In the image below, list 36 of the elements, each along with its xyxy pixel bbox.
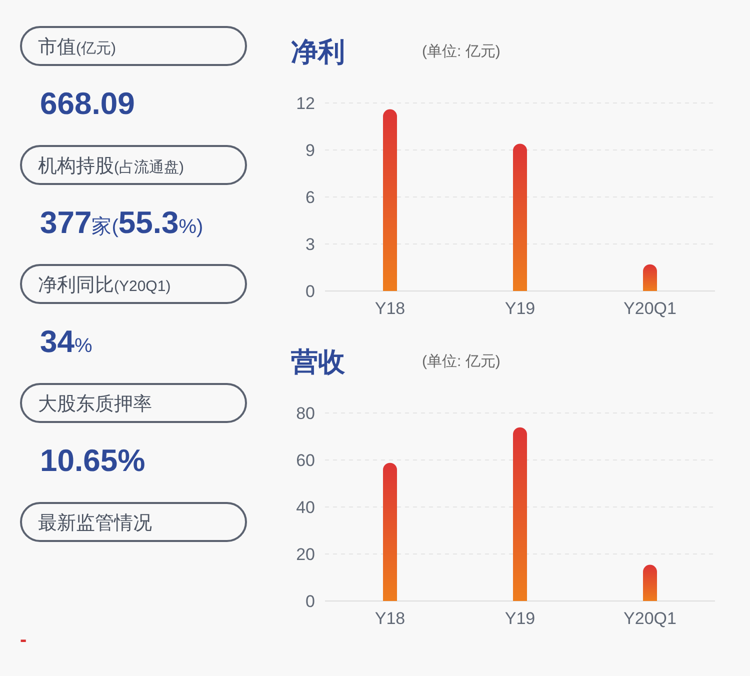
text: 最新监管情况	[38, 512, 152, 534]
chart-title: 营收	[290, 347, 346, 377]
text: 大股东质押率	[38, 393, 152, 415]
y-tick-label: 60	[296, 451, 315, 470]
bar	[513, 144, 527, 291]
y-tick-label: 12	[296, 94, 315, 113]
bar	[643, 264, 657, 291]
x-tick-label: Y18	[374, 299, 406, 318]
y-tick-label: 6	[306, 188, 315, 207]
y-tick-label: 80	[296, 404, 315, 423]
x-tick-label: Y19	[504, 299, 536, 318]
y-tick-label: 3	[306, 235, 315, 254]
text: 净利同比(Y20Q1)	[38, 275, 171, 296]
bar	[383, 462, 397, 601]
x-tick-label: Y20Q1	[624, 299, 676, 318]
bar	[643, 564, 657, 601]
x-tick-label: Y19	[504, 609, 536, 628]
y-tick-label: 9	[306, 141, 315, 160]
y-tick-label: 0	[306, 592, 315, 611]
text: 377家(55.3%)	[40, 205, 204, 240]
text: 市值(亿元)	[38, 36, 116, 58]
chart-subtitle: (单位: 亿元)	[422, 43, 500, 60]
text: 机构持股(占流通盘)	[38, 156, 184, 177]
text: 34%	[40, 324, 92, 359]
x-tick-label: Y20Q1	[624, 609, 676, 628]
text: -	[20, 629, 27, 651]
text: 10.65%	[40, 443, 146, 478]
y-tick-label: 20	[296, 545, 315, 564]
x-tick-label: Y18	[374, 609, 406, 628]
chart-title: 净利	[291, 37, 345, 67]
chart-subtitle: (单位: 亿元)	[422, 353, 500, 370]
bar	[383, 109, 397, 291]
text: 668.09	[40, 86, 135, 121]
bar	[513, 427, 527, 601]
y-tick-label: 0	[306, 282, 315, 301]
y-tick-label: 40	[296, 498, 315, 517]
